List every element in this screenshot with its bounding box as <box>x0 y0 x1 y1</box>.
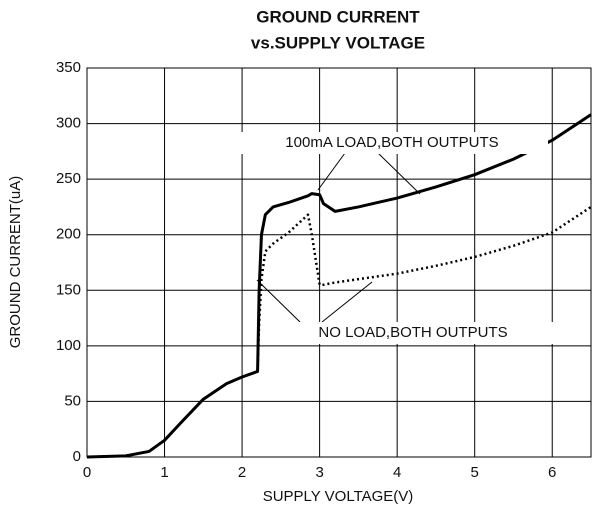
x-tick-label: 4 <box>393 464 401 481</box>
y-tick-label: 300 <box>56 115 81 132</box>
annotation: 100mA LOAD,BOTH OUTPUTS <box>285 134 498 151</box>
y-axis-label: GROUND CURRENT(uA) <box>7 176 24 349</box>
x-tick-label: 5 <box>471 464 479 481</box>
leader-line <box>317 152 346 191</box>
x-tick-label: 6 <box>548 464 556 481</box>
plot-area: 0 50 100 150 200 250 300 350 0 1 2 3 4 5 6 <box>56 59 592 481</box>
x-tick-label: 3 <box>315 464 323 481</box>
x-axis-label: SUPPLY VOLTAGE(V) <box>263 488 414 505</box>
x-tick-label: 2 <box>238 464 246 481</box>
y-tick-label: 50 <box>64 392 81 409</box>
leader-line <box>256 279 301 323</box>
y-tick-label: 250 <box>56 170 81 187</box>
y-tick-label: 100 <box>56 337 81 354</box>
y-tick-label: 0 <box>73 448 81 465</box>
annotation-bg <box>236 132 548 154</box>
leader-line <box>377 152 421 195</box>
x-tick-label: 1 <box>160 464 168 481</box>
series-line <box>86 113 592 459</box>
chart-title: vs.SUPPLY VOLTAGE <box>251 33 425 52</box>
y-tick-label: 150 <box>56 281 81 298</box>
leader-line <box>321 281 373 323</box>
y-tick-label: 350 <box>56 59 81 76</box>
x-tick-label: 0 <box>83 464 91 481</box>
annotation-leaders <box>256 152 421 323</box>
plot-border <box>86 67 592 458</box>
chart-title: GROUND CURRENT <box>256 7 420 26</box>
y-tick-label: 200 <box>56 226 81 243</box>
annotation: NO LOAD,BOTH OUTPUTS <box>318 324 507 341</box>
annotation-bg <box>272 322 554 344</box>
series-line <box>86 205 592 459</box>
